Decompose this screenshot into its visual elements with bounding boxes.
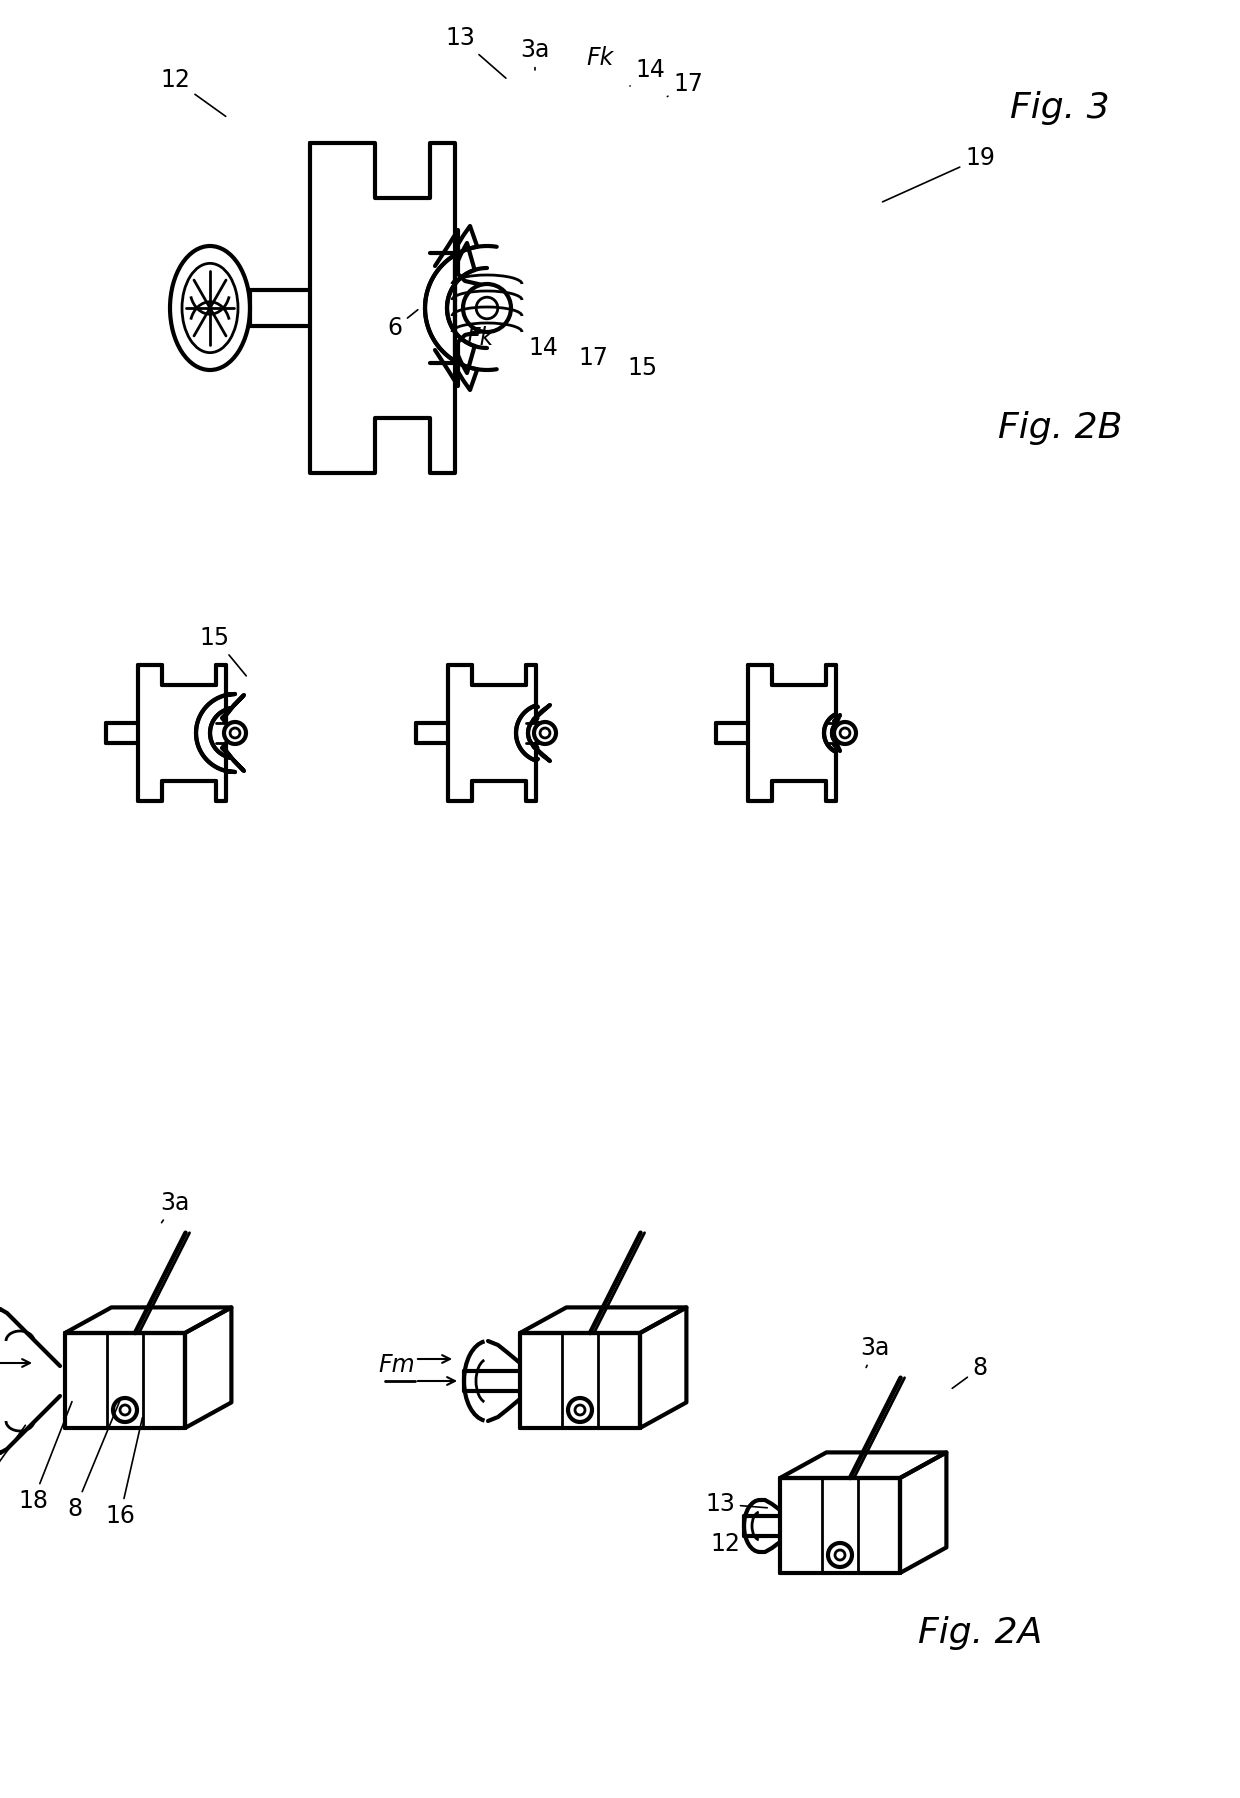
Circle shape [534, 723, 556, 744]
Text: 15: 15 [627, 356, 657, 379]
Text: 8: 8 [952, 1356, 987, 1388]
Text: 14: 14 [528, 336, 558, 360]
Circle shape [839, 728, 849, 737]
Text: Fk: Fk [466, 325, 494, 351]
Text: 18: 18 [19, 1402, 72, 1512]
Text: Fig. 2B: Fig. 2B [998, 412, 1122, 444]
Circle shape [224, 723, 246, 744]
Text: 14: 14 [0, 1426, 25, 1501]
Circle shape [541, 728, 551, 737]
Text: Fm: Fm [378, 1354, 415, 1377]
Circle shape [575, 1404, 585, 1415]
Text: 13: 13 [445, 25, 506, 77]
Circle shape [463, 284, 511, 333]
Text: Fk: Fk [587, 47, 614, 70]
Circle shape [476, 297, 497, 318]
Text: 8: 8 [67, 1401, 120, 1521]
Circle shape [835, 723, 856, 744]
Text: 6: 6 [387, 309, 418, 340]
Text: Fig. 2A: Fig. 2A [918, 1616, 1042, 1651]
Text: 19: 19 [883, 146, 994, 201]
Text: 3a: 3a [861, 1336, 889, 1368]
Text: 17: 17 [667, 72, 703, 97]
Text: 16: 16 [105, 1417, 143, 1528]
Text: 15: 15 [200, 626, 247, 676]
Circle shape [828, 1543, 852, 1568]
Text: 12: 12 [160, 68, 226, 117]
Circle shape [835, 1550, 844, 1561]
Text: Fig. 3: Fig. 3 [1011, 92, 1110, 126]
Text: 3a: 3a [160, 1190, 190, 1223]
Circle shape [113, 1399, 136, 1422]
Circle shape [568, 1399, 591, 1422]
Text: 17: 17 [578, 345, 608, 370]
Circle shape [231, 728, 241, 737]
Text: 14: 14 [630, 58, 665, 86]
Text: 13: 13 [706, 1492, 768, 1516]
Text: 12: 12 [711, 1532, 755, 1555]
Circle shape [120, 1404, 130, 1415]
Text: 3a: 3a [521, 38, 549, 70]
